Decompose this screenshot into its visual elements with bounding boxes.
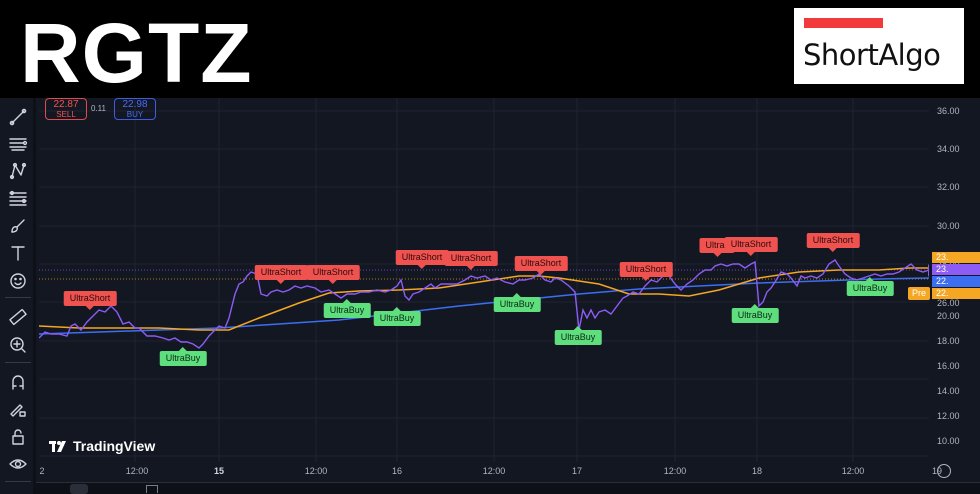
- ticker-title: RGTZ: [20, 6, 253, 100]
- price-tick: 34.00: [937, 144, 960, 154]
- time-tick: 16: [391, 466, 403, 476]
- timeframe-button-active[interactable]: [70, 484, 88, 494]
- time-tick: 18: [751, 466, 763, 476]
- price-tick: 30.00: [937, 221, 960, 231]
- price-tick: 18.00: [937, 336, 960, 346]
- price-chart-svg: [39, 98, 929, 462]
- ultrashort-signal[interactable]: UltraShort: [444, 251, 498, 270]
- logo-bar: [804, 18, 883, 28]
- chart-pane[interactable]: 22.87 SELL 0.11 22.98 BUY UltraShort Ult…: [39, 98, 961, 462]
- ultrashort-signal[interactable]: UltraShort: [619, 262, 673, 281]
- price-tick: 16.00: [937, 361, 960, 371]
- last-price-label: 23.: [932, 264, 980, 275]
- buy-price: 22.98: [122, 99, 148, 110]
- price-tick: 32.00: [937, 182, 960, 192]
- ma-slow-price-label: 22.: [932, 276, 980, 287]
- ultrashort-signal[interactable]: UltraShort: [306, 265, 360, 284]
- ultrabuy-signal[interactable]: UltraBuy: [373, 307, 421, 326]
- ultrashort-signal[interactable]: UltraShort: [806, 233, 860, 252]
- drawing-toolbar: [0, 98, 36, 494]
- time-tick: 2: [39, 466, 45, 476]
- ultrashort-signal[interactable]: UltraShort: [63, 291, 117, 310]
- time-tick: 17: [571, 466, 583, 476]
- horizontal-lines-icon[interactable]: [6, 133, 30, 155]
- fib-icon[interactable]: [6, 188, 30, 210]
- time-tick: 12:00: [482, 466, 506, 476]
- time-tick: 15: [213, 466, 225, 476]
- trading-chart-app: 22.87 SELL 0.11 22.98 BUY UltraShort Ult…: [0, 98, 980, 494]
- eye-icon[interactable]: [6, 453, 30, 475]
- ultrashort-signal[interactable]: UltraShort: [724, 237, 778, 256]
- time-axis[interactable]: 2 12:00 15 12:00 16 12:00 17 12:00 18 12…: [39, 462, 980, 482]
- chart-settings-icon[interactable]: [937, 464, 951, 478]
- sell-button[interactable]: 22.87 SELL: [45, 98, 87, 120]
- ruler-icon[interactable]: [6, 306, 30, 328]
- premarket-label: Pre: [908, 287, 931, 300]
- toolbar-divider: [5, 362, 31, 363]
- ultrabuy-signal[interactable]: UltraBuy: [493, 293, 541, 312]
- premarket-price-label: 22.: [932, 288, 980, 299]
- spread-value: 0.11: [91, 104, 106, 113]
- ultrashort-signal[interactable]: UltraShort: [395, 250, 449, 269]
- emoji-icon[interactable]: [6, 270, 30, 292]
- logo-text: ShortAlgo: [803, 38, 941, 72]
- tradingview-watermark: TradingView: [49, 438, 155, 454]
- watermark-text: TradingView: [73, 438, 156, 454]
- text-icon[interactable]: [6, 242, 30, 264]
- time-tick: 12:00: [841, 466, 865, 476]
- ultrashort-signal[interactable]: UltraShort: [514, 256, 568, 275]
- buy-label: BUY: [126, 110, 144, 119]
- magnet-icon[interactable]: [6, 371, 30, 393]
- ultrabuy-signal[interactable]: UltraBuy: [323, 299, 371, 318]
- brush-icon[interactable]: [6, 215, 30, 237]
- zoom-in-icon[interactable]: [6, 334, 30, 356]
- time-tick: 12:00: [125, 466, 149, 476]
- ultrabuy-signal[interactable]: UltraBuy: [731, 304, 779, 323]
- time-tick: 12:00: [663, 466, 687, 476]
- ultrashort-signal[interactable]: UltraShort: [254, 265, 308, 284]
- bottom-toolbar: [36, 482, 980, 494]
- toolbar-divider: [5, 297, 31, 298]
- price-tick: 36.00: [937, 106, 960, 116]
- buy-button[interactable]: 22.98 BUY: [114, 98, 156, 120]
- price-tick: 20.00: [937, 311, 960, 321]
- sell-price: 22.87: [53, 99, 79, 110]
- ultrabuy-signal[interactable]: UltraBuy: [846, 277, 894, 296]
- price-tick: 12.00: [937, 411, 960, 421]
- unlock-icon[interactable]: [6, 426, 30, 448]
- price-tick: 10.00: [937, 436, 960, 446]
- shortalgo-logo: ShortAlgo: [794, 8, 964, 84]
- price-axis[interactable]: 36.00 34.00 32.00 30.00 28.00 26.00 20.0…: [908, 98, 980, 462]
- ma-fast-price-label: 23.: [932, 252, 980, 263]
- tradingview-logo-icon: [49, 440, 66, 452]
- calendar-icon[interactable]: [146, 485, 158, 493]
- toolbar-divider: [5, 481, 31, 482]
- trend-line-icon[interactable]: [6, 106, 30, 128]
- price-tick: 14.00: [937, 386, 960, 396]
- ultrabuy-signal[interactable]: UltraBuy: [554, 326, 602, 345]
- ultrabuy-signal[interactable]: UltraBuy: [159, 347, 207, 366]
- pattern-icon[interactable]: [6, 160, 30, 182]
- top-banner: RGTZ ShortAlgo: [0, 0, 980, 98]
- price-tick: 26.00: [937, 298, 960, 308]
- sell-label: SELL: [56, 110, 76, 119]
- lock-drawing-icon[interactable]: [6, 398, 30, 420]
- time-tick: 12:00: [304, 466, 328, 476]
